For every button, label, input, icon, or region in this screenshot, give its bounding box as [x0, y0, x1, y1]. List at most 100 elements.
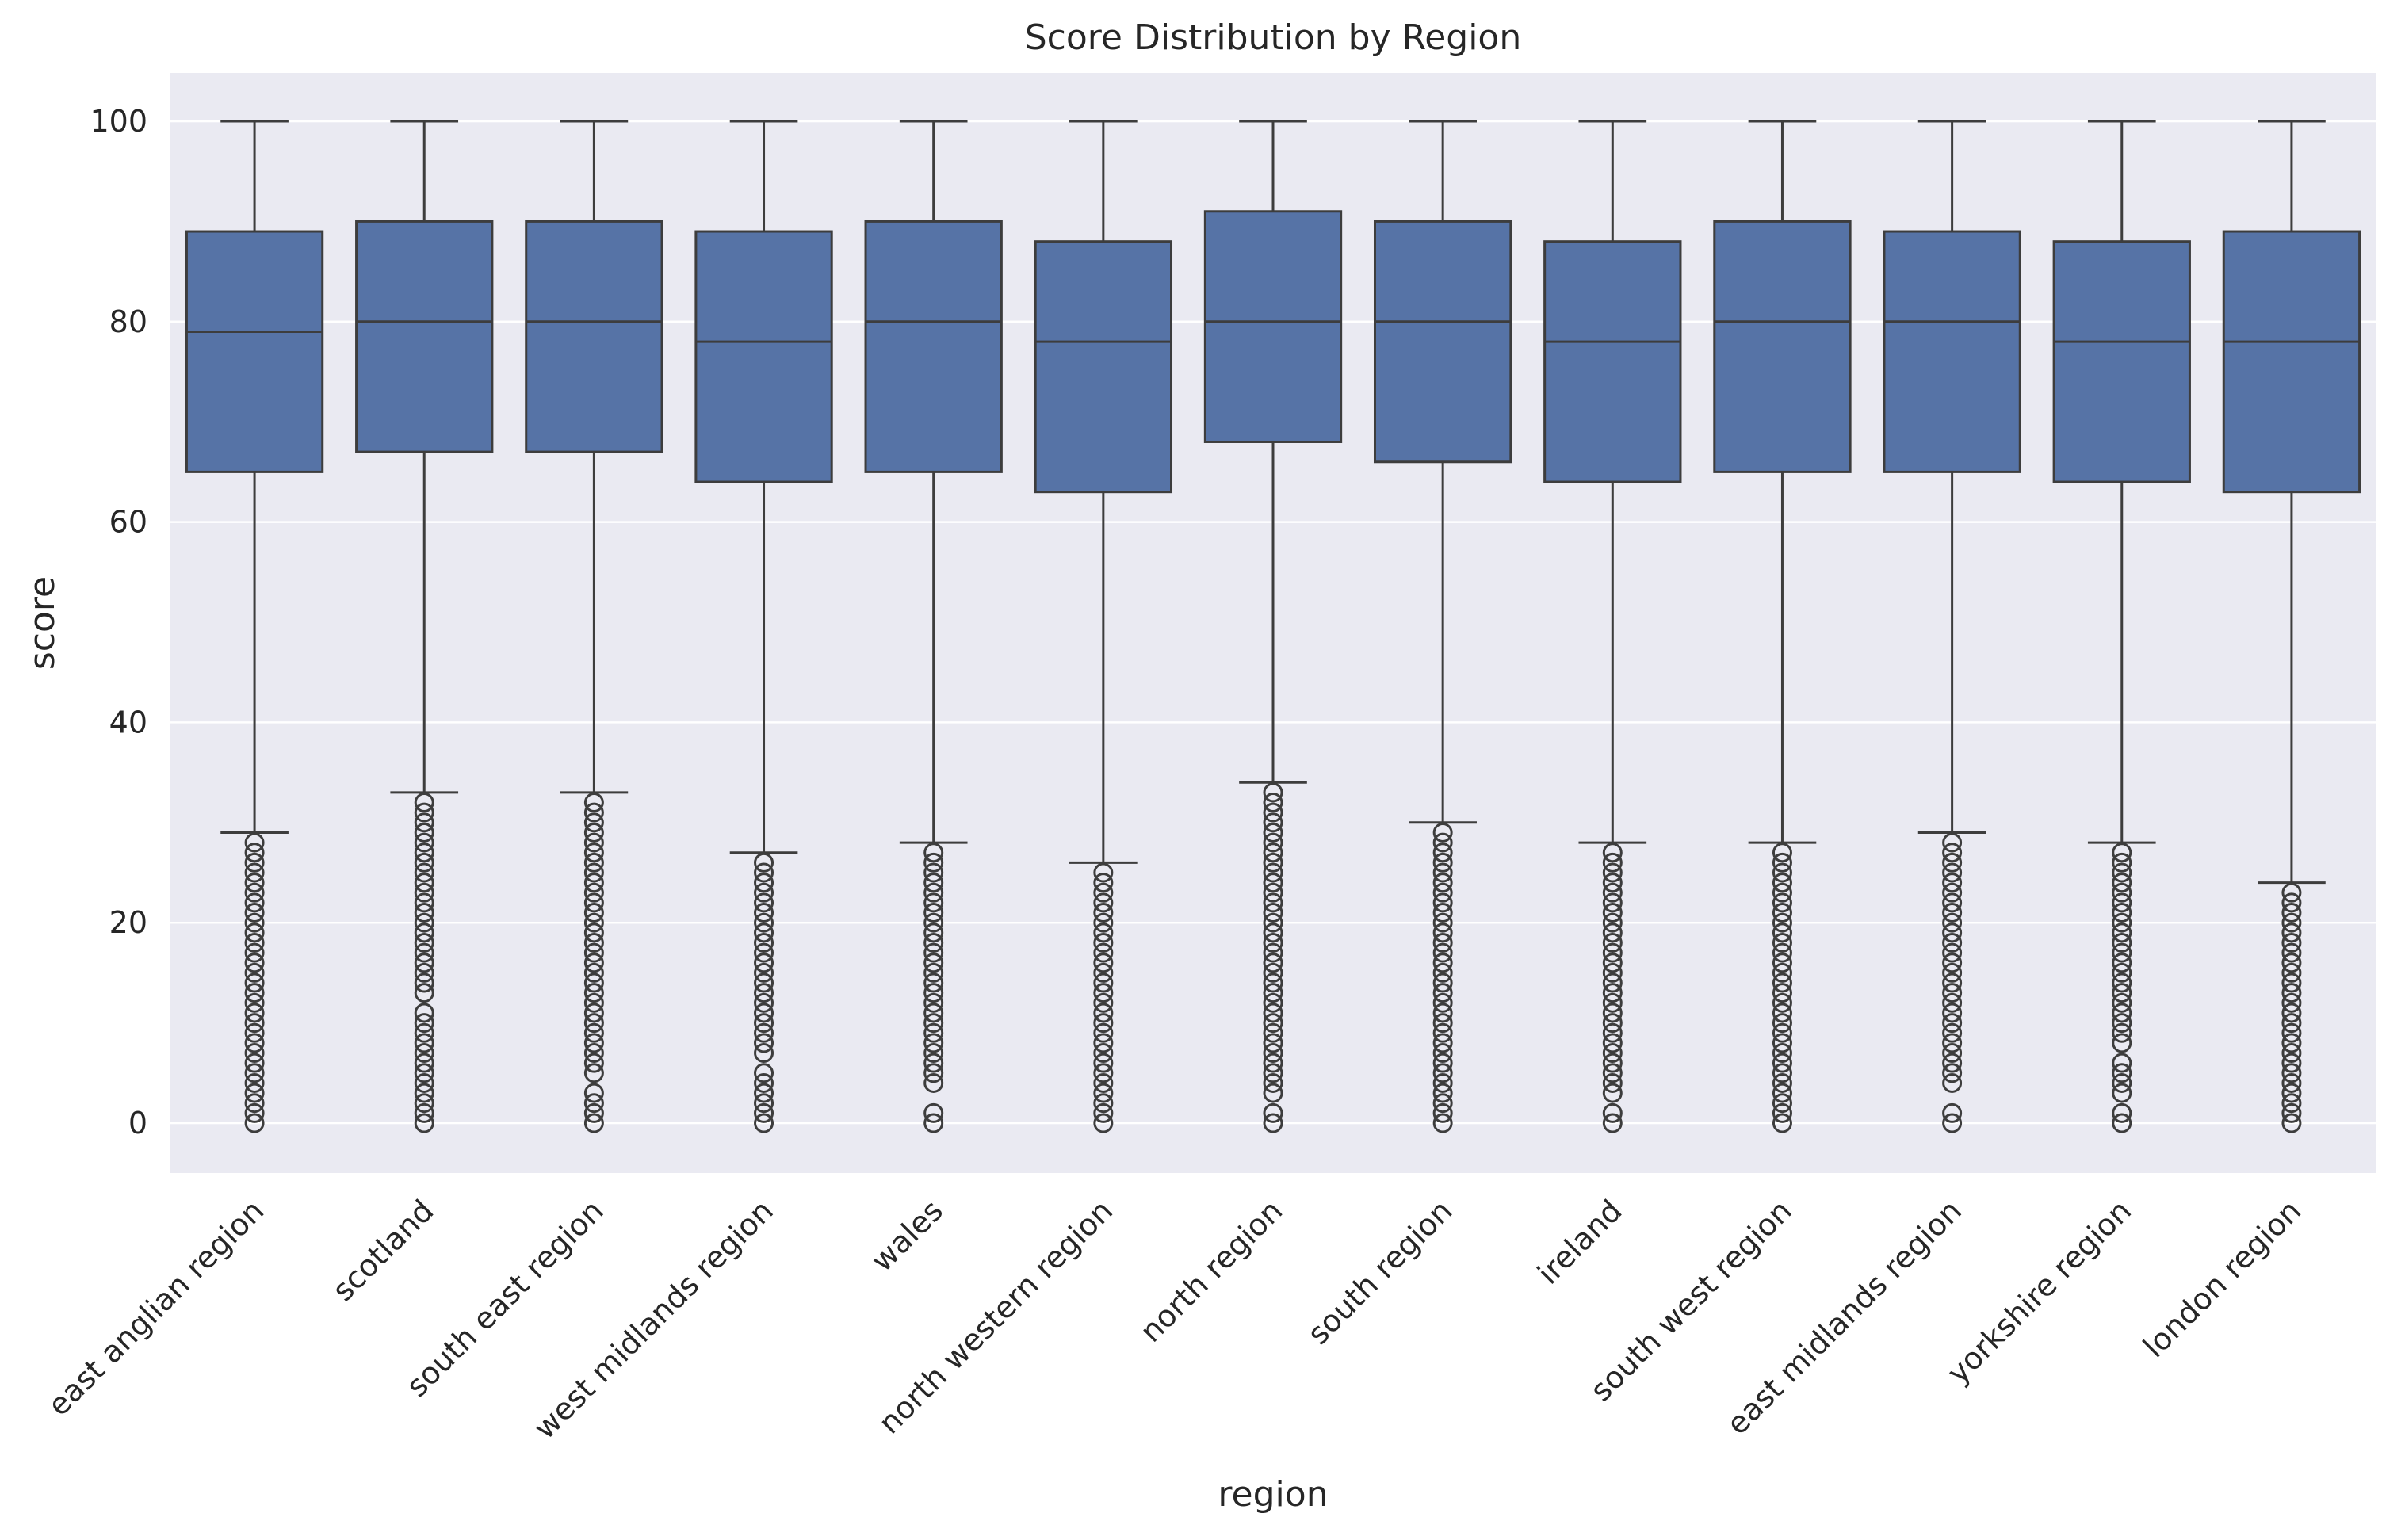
x-tick-label: wales [864, 1193, 950, 1278]
outlier-point [2112, 962, 2132, 983]
outlier-point [754, 1022, 774, 1043]
outlier-point [1432, 1003, 1453, 1023]
outlier-point [1942, 892, 1963, 913]
outlier-point [1432, 822, 1453, 843]
outlier-point [1772, 932, 1792, 953]
outlier-point [1263, 1053, 1283, 1073]
outlier-point [244, 912, 265, 933]
outlier-point [1263, 953, 1283, 973]
outlier-point [2281, 932, 2302, 953]
outlier-point [2112, 843, 2132, 863]
outlier-point [414, 822, 434, 843]
outlier-point [414, 953, 434, 973]
outlier-point [414, 1003, 434, 1023]
outlier-point [244, 852, 265, 873]
outlier-point [244, 942, 265, 963]
outlier-point [1772, 852, 1792, 873]
outlier-point [414, 1033, 434, 1053]
x-tick-label: yorkshire region [1940, 1193, 2138, 1390]
outlier-point [1772, 873, 1792, 893]
outlier-point [923, 903, 944, 923]
outlier-point [2112, 1083, 2132, 1103]
outlier-point [1263, 782, 1283, 803]
outlier-point [1432, 1022, 1453, 1043]
outlier-point [1263, 862, 1283, 883]
box-group [1883, 120, 2021, 1133]
outlier-point [1602, 1072, 1623, 1093]
outlier-point [244, 962, 265, 983]
outlier-point [1602, 903, 1623, 923]
outlier-point [414, 1113, 434, 1133]
outlier-point [414, 942, 434, 963]
outlier-point [2281, 1063, 2302, 1083]
outlier-point [1263, 832, 1283, 853]
outlier-point [1263, 973, 1283, 993]
outlier-point [1772, 1053, 1792, 1073]
outlier-point [923, 983, 944, 1003]
chart-title: Score Distribution by Region [1025, 17, 1521, 58]
outlier-point [1942, 953, 1963, 973]
outlier-point [1263, 1013, 1283, 1034]
outlier-point [1602, 923, 1623, 943]
outlier-point [244, 932, 265, 953]
outlier-point [1263, 1072, 1283, 1093]
outlier-point [1772, 1072, 1792, 1093]
outlier-point [754, 1043, 774, 1064]
outlier-point [244, 1033, 265, 1053]
outlier-point [1432, 992, 1453, 1013]
outlier-point [1942, 983, 1963, 1003]
y-tick-label: 100 [90, 104, 147, 139]
outlier-point [1432, 882, 1453, 903]
outlier-point [2281, 1033, 2302, 1053]
box-group [2052, 120, 2191, 1133]
outlier-point [1263, 932, 1283, 953]
outlier-point [1942, 1053, 1963, 1073]
outlier-point [1263, 802, 1283, 823]
outlier-point [244, 953, 265, 973]
outlier-point [1772, 973, 1792, 993]
outlier-point [1942, 903, 1963, 923]
outlier-point [414, 843, 434, 863]
outlier-point [414, 932, 434, 953]
outlier-point [1602, 953, 1623, 973]
outlier-point [2281, 892, 2302, 913]
outlier-point [583, 862, 604, 883]
outlier-point [414, 973, 434, 993]
outlier-point [1432, 983, 1453, 1003]
outlier-point [1942, 1003, 1963, 1023]
outlier-point [754, 942, 774, 963]
outlier-point [754, 932, 774, 953]
outlier-point [2112, 1003, 2132, 1023]
outlier-point [923, 932, 944, 953]
outlier-point [583, 1013, 604, 1034]
outlier-point [1093, 1043, 1114, 1064]
box-iqr [1713, 220, 1852, 473]
outlier-point [414, 892, 434, 913]
outlier-point [1263, 983, 1283, 1003]
outlier-point [583, 992, 604, 1013]
outlier-point [2281, 1022, 2302, 1043]
outlier-point [1093, 882, 1114, 903]
outlier-point [1602, 1043, 1623, 1064]
box-group [1543, 120, 1682, 1133]
outlier-point [1432, 1033, 1453, 1053]
outlier-point [1263, 873, 1283, 893]
outlier-point [754, 1102, 774, 1123]
outlier-point [244, 1093, 265, 1114]
outlier-point [1942, 1022, 1963, 1043]
outlier-point [414, 962, 434, 983]
outlier-point [754, 852, 774, 873]
outlier-point [923, 1053, 944, 1073]
outlier-point [1093, 1083, 1114, 1103]
outlier-point [1432, 843, 1453, 863]
outlier-point [754, 983, 774, 1003]
outlier-point [1602, 1033, 1623, 1053]
box-iqr [1543, 240, 1682, 483]
outlier-point [1093, 983, 1114, 1003]
y-tick-labels: 0 20 40 60 80 100 [90, 104, 147, 1141]
outlier-point [1432, 873, 1453, 893]
outlier-point [583, 973, 604, 993]
outlier-point [754, 1033, 774, 1053]
outlier-point [2281, 903, 2302, 923]
